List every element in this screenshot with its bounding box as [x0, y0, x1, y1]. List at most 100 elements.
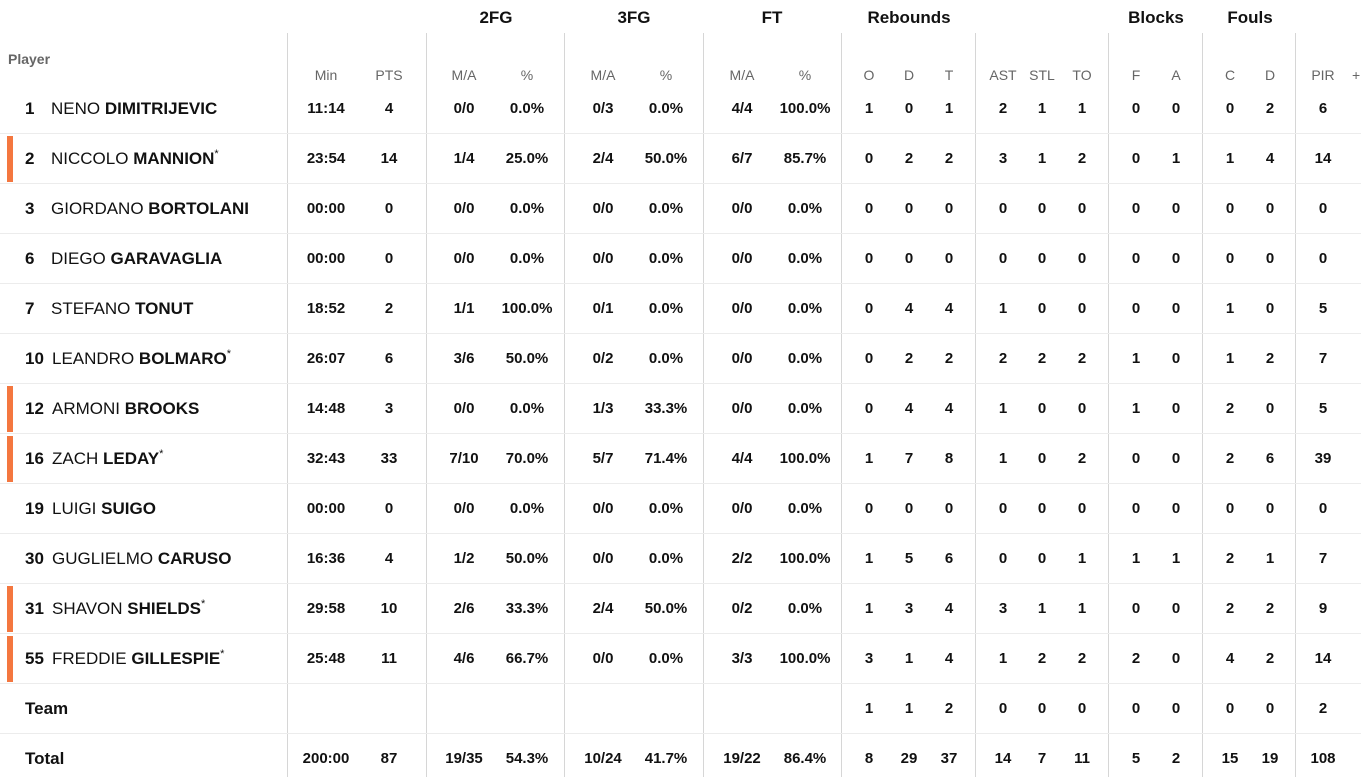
player-first-name: NENO: [51, 99, 101, 118]
stat-ast: 2: [998, 350, 1008, 367]
stat-3fg-pct: 0.0%: [648, 650, 684, 667]
column-header-ast[interactable]: AST: [989, 67, 1017, 83]
column-header-pts[interactable]: PTS: [375, 67, 403, 83]
column-header-3fg-pct[interactable]: %: [659, 67, 673, 83]
stat-ast: 14: [994, 750, 1012, 767]
player-row[interactable]: 16 ZACH LEDAY* 32:43 33 7/10 70.0% 5/7 71.4% 4/4…: [0, 434, 1361, 484]
stat-ft-pct: 0.0%: [787, 250, 823, 267]
stat-reb-o: 0: [864, 250, 874, 267]
stat-min: 200:00: [302, 750, 350, 767]
stat-3fg-ma: 1/3: [592, 400, 614, 417]
column-header-ft-ma[interactable]: M/A: [729, 67, 755, 83]
column-header-reb-t[interactable]: T: [944, 67, 954, 83]
player-row[interactable]: 55 FREDDIE GILLESPIE* 25:48 11 4/6 66.7% 0/0 0.…: [0, 634, 1361, 684]
stat-ast: 3: [998, 150, 1008, 167]
player-row[interactable]: 3 GIORDANO BORTOLANI 00:00 0 0/0 0.0% 0/0 0.0% 0…: [0, 184, 1361, 234]
stat-foul-d: 0: [1265, 250, 1275, 267]
stat-ft-ma: 4/4: [731, 100, 753, 117]
player-first-name: STEFANO: [51, 299, 131, 318]
row-divider: [0, 583, 1361, 584]
player-row[interactable]: 10 LEANDRO BOLMARO* 26:07 6 3/6 50.0% 0/2 0.0% 0…: [0, 334, 1361, 384]
stat-2fg-pct: 0.0%: [509, 250, 545, 267]
player-name-link[interactable]: LUIGI SUIGO: [52, 499, 156, 519]
player-last-name: DIMITRIJEVIC: [104, 99, 218, 118]
stat-ft-ma: 3/3: [731, 650, 753, 667]
stat-pir: 5: [1318, 400, 1328, 417]
stat-blk-a: 0: [1171, 350, 1181, 367]
stat-ast: 1: [998, 300, 1008, 317]
stat-foul-c: 15: [1221, 750, 1239, 767]
player-number: 30: [25, 549, 44, 568]
player-row[interactable]: 30 GUGLIELMO CARUSO 16:36 4 1/2 50.0% 0/0 0.0% 2…: [0, 534, 1361, 584]
player-name-link[interactable]: NENO DIMITRIJEVIC: [51, 99, 217, 119]
column-header-min[interactable]: Min: [314, 67, 338, 83]
player-row[interactable]: 1 NENO DIMITRIJEVIC 11:14 4 0/0 0.0% 0/3 0.0% 4/…: [0, 84, 1361, 134]
stat-3fg-ma: 0/2: [592, 350, 614, 367]
column-header-3fg-ma[interactable]: M/A: [590, 67, 616, 83]
stat-reb-d: 4: [904, 300, 914, 317]
highlight-bar: [7, 586, 13, 632]
stat-to: 1: [1077, 550, 1087, 567]
stat-pts: 87: [380, 750, 398, 767]
column-header-reb-o[interactable]: O: [863, 67, 875, 83]
column-header-foul-d[interactable]: D: [1264, 67, 1276, 83]
column-header-blk-f[interactable]: F: [1131, 67, 1141, 83]
stat-pts: 10: [380, 600, 398, 617]
column-header-blk-a[interactable]: A: [1171, 67, 1181, 83]
stat-foul-d: 4: [1265, 150, 1275, 167]
player-row[interactable]: 7 STEFANO TONUT 18:52 2 1/1 100.0% 0/1 0.0% 0/0 0…: [0, 284, 1361, 334]
more-columns-button[interactable]: +: [1352, 67, 1361, 83]
player-name-link[interactable]: NICCOLO MANNION*: [51, 148, 219, 169]
column-header-foul-c[interactable]: C: [1224, 67, 1236, 83]
player-name-link[interactable]: LEANDRO BOLMARO*: [52, 348, 231, 369]
column-header-pir[interactable]: PIR: [1311, 67, 1335, 83]
stat-ft-ma: 0/0: [731, 400, 753, 417]
column-header-ft-pct[interactable]: %: [798, 67, 812, 83]
player-name-link[interactable]: FREDDIE GILLESPIE*: [52, 648, 224, 669]
column-header-player[interactable]: Player: [8, 51, 51, 67]
stat-3fg-ma: 0/0: [592, 200, 614, 217]
stat-blk-a: 0: [1171, 700, 1181, 717]
player-name-link[interactable]: ARMONI BROOKS: [52, 399, 199, 419]
stat-min: 18:52: [306, 300, 346, 317]
player-name-link[interactable]: DIEGO GARAVAGLIA: [51, 249, 222, 269]
stat-ast: 0: [998, 700, 1008, 717]
player-first-name: ARMONI: [52, 399, 120, 418]
player-name-link[interactable]: GUGLIELMO CARUSO: [52, 549, 232, 569]
stat-foul-c: 1: [1225, 300, 1235, 317]
player-name-link[interactable]: SHAVON SHIELDS*: [52, 598, 205, 619]
row-divider: [0, 383, 1361, 384]
column-header-reb-d[interactable]: D: [903, 67, 915, 83]
player-name-link[interactable]: STEFANO TONUT: [51, 299, 193, 319]
column-divider: [287, 33, 288, 777]
stat-reb-t: 2: [944, 150, 954, 167]
team-row: Team 1 1 2 0 0 0 0 0 0 0 2: [0, 684, 1361, 734]
stat-pts: 11: [381, 650, 397, 667]
player-last-name: GARAVAGLIA: [110, 249, 223, 268]
player-first-name: ZACH: [52, 449, 99, 468]
player-name-link[interactable]: GIORDANO BORTOLANI: [51, 199, 249, 219]
row-divider: [0, 233, 1361, 234]
player-row[interactable]: 19 LUIGI SUIGO 00:00 0 0/0 0.0% 0/0 0.0% 0/0 0.0%…: [0, 484, 1361, 534]
column-divider: [426, 33, 427, 777]
column-header-2fg-ma[interactable]: M/A: [451, 67, 477, 83]
stat-3fg-ma: 2/4: [592, 600, 614, 617]
stat-to: 0: [1077, 500, 1087, 517]
stat-reb-d: 5: [904, 550, 914, 567]
stat-stl: 0: [1037, 700, 1047, 717]
player-name-link[interactable]: ZACH LEDAY*: [52, 448, 163, 469]
player-row[interactable]: 6 DIEGO GARAVAGLIA 00:00 0 0/0 0.0% 0/0 0.0% 0/0…: [0, 234, 1361, 284]
player-row[interactable]: 31 SHAVON SHIELDS* 29:58 10 2/6 33.3% 2/4 50.0%…: [0, 584, 1361, 634]
highlight-bar: [7, 436, 13, 482]
column-divider: [975, 33, 976, 777]
column-header-stl[interactable]: STL: [1029, 67, 1055, 83]
column-divider: [1202, 33, 1203, 777]
column-header-to[interactable]: TO: [1072, 67, 1092, 83]
player-row[interactable]: 2 NICCOLO MANNION* 23:54 14 1/4 25.0% 2/4 50.0%…: [0, 134, 1361, 184]
stat-3fg-pct: 0.0%: [648, 350, 684, 367]
player-number: 19: [25, 499, 44, 518]
stat-3fg-pct: 71.4%: [644, 450, 688, 467]
stat-ft-pct: 0.0%: [787, 400, 823, 417]
player-row[interactable]: 12 ARMONI BROOKS 14:48 3 0/0 0.0% 1/3 33.3% 0/0 0…: [0, 384, 1361, 434]
column-header-2fg-pct[interactable]: %: [520, 67, 534, 83]
